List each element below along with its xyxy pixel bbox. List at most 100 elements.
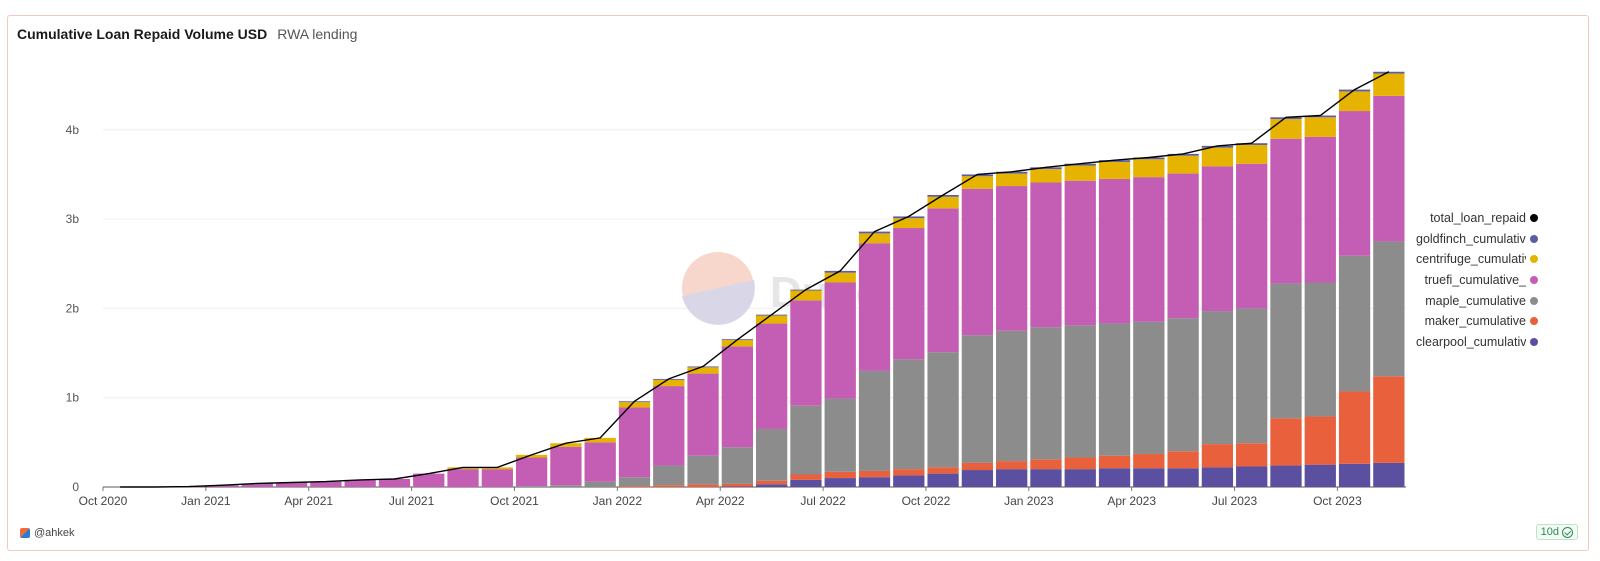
bar-segment-maple_cumulative[interactable] xyxy=(1064,325,1096,458)
bar-segment-centrifuge_cumulative[interactable] xyxy=(927,196,959,209)
bar-segment-maker_cumulative[interactable] xyxy=(1201,444,1234,468)
bar-segment-maker_cumulative[interactable] xyxy=(1098,455,1131,469)
bar-segment-truefi_cumulative_[interactable] xyxy=(858,243,891,371)
bar-segment-maple_cumulative[interactable] xyxy=(721,447,753,484)
bar-segment-truefi_cumulative_[interactable] xyxy=(241,483,273,487)
bar-segment-goldfinch_cumulative[interactable] xyxy=(1133,157,1165,160)
bar-segment-clearpool_cumulative[interactable] xyxy=(996,469,1028,487)
bar-segment-centrifuge_cumulative[interactable] xyxy=(893,218,925,229)
bar-segment-centrifuge_cumulative[interactable] xyxy=(1304,117,1336,137)
bar-segment-goldfinch_cumulative[interactable] xyxy=(1064,163,1096,166)
bar-segment-truefi_cumulative_[interactable] xyxy=(721,346,753,448)
bar-segment-maple_cumulative[interactable] xyxy=(550,485,582,487)
bar-segment-truefi_cumulative_[interactable] xyxy=(1338,111,1371,256)
bar-segment-truefi_cumulative_[interactable] xyxy=(447,469,479,487)
bar-segment-centrifuge_cumulative[interactable] xyxy=(858,233,891,244)
legend-item-clearpool_cumulative[interactable]: clearpool_cumulative xyxy=(1416,332,1584,353)
bar-segment-truefi_cumulative_[interactable] xyxy=(824,282,856,399)
bar-segment-centrifuge_cumulative[interactable] xyxy=(618,402,651,408)
bar-segment-truefi_cumulative_[interactable] xyxy=(584,442,616,482)
legend-item-centrifuge_cumulative[interactable]: centrifuge_cumulative xyxy=(1416,249,1584,270)
bar-segment-maple_cumulative[interactable] xyxy=(584,481,616,487)
bar-segment-clearpool_cumulative[interactable] xyxy=(1133,468,1165,487)
bar-segment-truefi_cumulative_[interactable] xyxy=(653,386,685,466)
legend-item-maker_cumulative[interactable]: maker_cumulative xyxy=(1416,311,1584,332)
freshness-badge[interactable]: 10d xyxy=(1535,524,1578,540)
legend-item-maple_cumulative[interactable]: maple_cumulative xyxy=(1416,290,1584,311)
bar-segment-maple_cumulative[interactable] xyxy=(1236,308,1268,444)
bar-segment-truefi_cumulative_[interactable] xyxy=(1133,177,1165,322)
bar-segment-truefi_cumulative_[interactable] xyxy=(1064,180,1096,326)
author-badge[interactable]: @ahkek xyxy=(20,527,75,539)
bar-segment-maple_cumulative[interactable] xyxy=(858,370,891,471)
bar-segment-centrifuge_cumulative[interactable] xyxy=(790,290,822,301)
bar-segment-centrifuge_cumulative[interactable] xyxy=(1338,91,1371,112)
bar-segment-goldfinch_cumulative[interactable] xyxy=(961,174,994,177)
bar-segment-truefi_cumulative_[interactable] xyxy=(1167,173,1199,319)
bar-segment-maker_cumulative[interactable] xyxy=(618,486,651,487)
bar-segment-centrifuge_cumulative[interactable] xyxy=(1201,147,1234,167)
bar-segment-centrifuge_cumulative[interactable] xyxy=(1030,169,1062,183)
bar-segment-maple_cumulative[interactable] xyxy=(790,405,822,475)
bar-segment-goldfinch_cumulative[interactable] xyxy=(996,171,1028,174)
bar-segment-centrifuge_cumulative[interactable] xyxy=(996,173,1028,187)
bar-segment-maple_cumulative[interactable] xyxy=(824,398,856,472)
bar-segment-maker_cumulative[interactable] xyxy=(1167,451,1199,469)
bar-segment-goldfinch_cumulative[interactable] xyxy=(1304,115,1336,118)
bar-segment-clearpool_cumulative[interactable] xyxy=(1338,463,1371,487)
bar-segment-truefi_cumulative_[interactable] xyxy=(1270,138,1302,284)
bar-segment-clearpool_cumulative[interactable] xyxy=(721,486,753,488)
bar-segment-truefi_cumulative_[interactable] xyxy=(1236,163,1268,309)
bar-segment-truefi_cumulative_[interactable] xyxy=(481,469,513,487)
bar-segment-maker_cumulative[interactable] xyxy=(1236,443,1268,467)
bar-segment-maker_cumulative[interactable] xyxy=(1064,457,1096,470)
bar-segment-truefi_cumulative_[interactable] xyxy=(207,485,239,487)
bar-segment-goldfinch_cumulative[interactable] xyxy=(1373,71,1405,74)
bar-segment-maple_cumulative[interactable] xyxy=(653,465,685,486)
bar-segment-clearpool_cumulative[interactable] xyxy=(824,478,856,487)
bar-segment-goldfinch_cumulative[interactable] xyxy=(893,216,925,219)
bar-segment-goldfinch_cumulative[interactable] xyxy=(1030,167,1062,170)
bar-segment-maple_cumulative[interactable] xyxy=(618,477,651,487)
bar-segment-maple_cumulative[interactable] xyxy=(756,428,788,481)
bar-segment-truefi_cumulative_[interactable] xyxy=(756,323,788,429)
bar-segment-maker_cumulative[interactable] xyxy=(1270,418,1302,466)
bar-segment-maker_cumulative[interactable] xyxy=(1373,376,1405,463)
bar-segment-truefi_cumulative_[interactable] xyxy=(790,300,822,406)
total-loan-repaid-line[interactable] xyxy=(120,71,1390,488)
bar-segment-centrifuge_cumulative[interactable] xyxy=(1270,119,1302,139)
bar-segment-maker_cumulative[interactable] xyxy=(927,467,959,474)
legend-item-goldfinch_cumulative[interactable]: goldfinch_cumulative xyxy=(1416,229,1584,250)
bar-segment-truefi_cumulative_[interactable] xyxy=(1098,178,1131,324)
bar-segment-maker_cumulative[interactable] xyxy=(790,474,822,480)
bar-segment-centrifuge_cumulative[interactable] xyxy=(447,467,479,470)
bar-segment-clearpool_cumulative[interactable] xyxy=(858,477,891,487)
bar-segment-goldfinch_cumulative[interactable] xyxy=(1270,117,1302,120)
bar-segment-clearpool_cumulative[interactable] xyxy=(927,473,959,487)
bar-segment-truefi_cumulative_[interactable] xyxy=(310,481,342,487)
bar-segment-maker_cumulative[interactable] xyxy=(653,485,685,487)
bar-segment-truefi_cumulative_[interactable] xyxy=(344,479,376,487)
bar-segment-truefi_cumulative_[interactable] xyxy=(378,478,411,487)
bar-segment-maker_cumulative[interactable] xyxy=(1338,391,1371,464)
bar-segment-maple_cumulative[interactable] xyxy=(961,335,994,463)
bar-segment-maple_cumulative[interactable] xyxy=(1270,283,1302,419)
bar-segment-clearpool_cumulative[interactable] xyxy=(1236,466,1268,487)
bar-segment-centrifuge_cumulative[interactable] xyxy=(756,315,788,324)
bar-segment-centrifuge_cumulative[interactable] xyxy=(481,467,513,470)
bar-segment-truefi_cumulative_[interactable] xyxy=(1373,95,1405,242)
bar-segment-truefi_cumulative_[interactable] xyxy=(1030,182,1062,328)
bar-segment-clearpool_cumulative[interactable] xyxy=(1304,464,1336,487)
bar-segment-goldfinch_cumulative[interactable] xyxy=(824,270,856,273)
bar-segment-goldfinch_cumulative[interactable] xyxy=(1236,143,1268,145)
bar-segment-maple_cumulative[interactable] xyxy=(1167,318,1199,452)
bar-segment-maker_cumulative[interactable] xyxy=(1304,416,1336,465)
bar-segment-centrifuge_cumulative[interactable] xyxy=(721,340,753,347)
legend-item-total_loan_repaid[interactable]: total_loan_repaid xyxy=(1416,208,1584,229)
bar-segment-centrifuge_cumulative[interactable] xyxy=(1236,144,1268,164)
bar-segment-truefi_cumulative_[interactable] xyxy=(550,446,582,486)
bar-segment-clearpool_cumulative[interactable] xyxy=(1201,467,1234,487)
bar-segment-goldfinch_cumulative[interactable] xyxy=(1098,160,1131,162)
bar-segment-clearpool_cumulative[interactable] xyxy=(1167,468,1199,487)
bar-segment-maple_cumulative[interactable] xyxy=(1373,241,1405,377)
